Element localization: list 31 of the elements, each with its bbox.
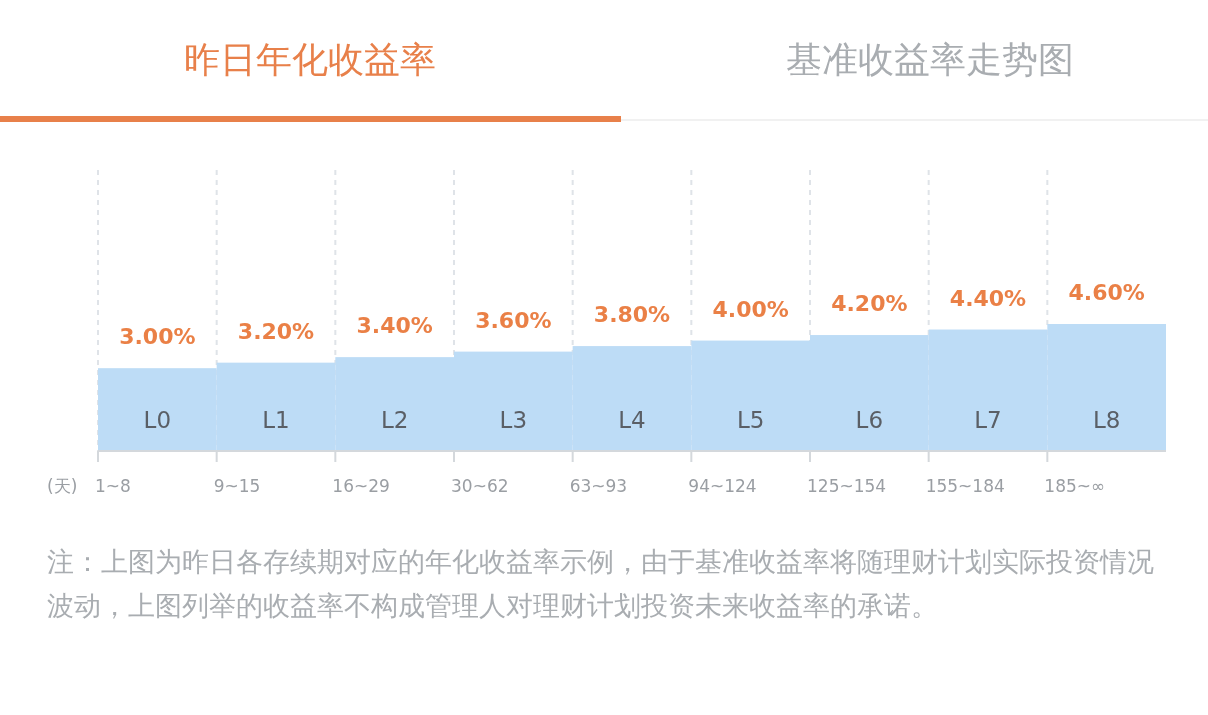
x-tick-label: L8	[1092, 407, 1121, 433]
x-tick-label: L7	[974, 407, 1002, 433]
data-label: 3.20%	[237, 318, 315, 344]
text: 30~62	[451, 476, 509, 496]
data-label: 4.40%	[949, 285, 1027, 311]
x-axis-title: (天)	[47, 476, 78, 496]
x-tick-label: L2	[380, 407, 409, 433]
text: 9~15	[213, 476, 261, 496]
data-label: 3.80%	[593, 302, 671, 328]
text: 63~93	[569, 476, 628, 496]
x-tick-label: L5	[736, 407, 765, 433]
x-tick-label: L4	[618, 407, 646, 433]
data-label: 3.60%	[475, 307, 552, 333]
text: 1~8	[95, 476, 131, 496]
text: 注：上图为昨日各存续期对应的年化收益率示例，由于基准收益率将随理财计划实际投资情况波动，上图列举的收益率不构成管理人对理财计划投资未来收益率的承诺。	[47, 545, 1155, 623]
chart-title: 昨日年化收益率	[184, 39, 436, 80]
x-tick-label: L6	[855, 407, 884, 433]
data-label: 4.60%	[1068, 280, 1145, 305]
data-label: 3.40%	[356, 313, 433, 339]
data-label: 4.20%	[831, 291, 908, 317]
x-tick-label: L3	[499, 407, 528, 433]
data-label: 4.00%	[712, 296, 789, 322]
chart-subtitle: 基准收益率走势图	[786, 39, 1074, 80]
x-tick-label: L1	[262, 407, 290, 433]
text: 16~29	[332, 476, 390, 496]
text: 125~154	[807, 476, 887, 496]
text: 185~∞	[1044, 476, 1106, 496]
text: 94~124	[688, 476, 757, 496]
data-label: 3.00%	[119, 324, 196, 350]
text: 155~184	[925, 476, 1005, 496]
x-tick-label: L0	[143, 407, 172, 433]
